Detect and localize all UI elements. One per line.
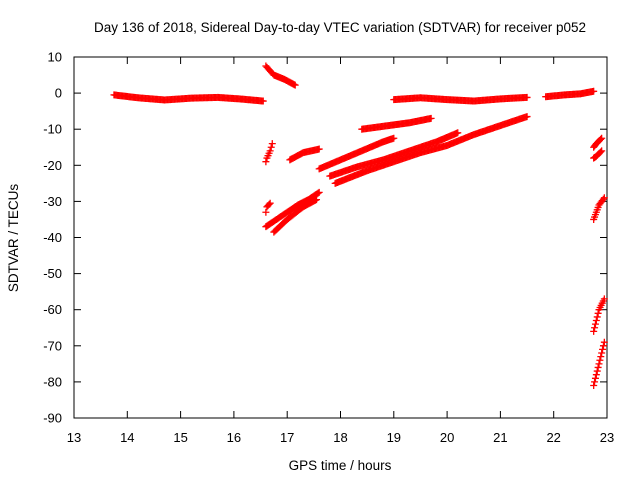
- y-axis-tick-labels: 10 0 -10 -20 -30 -40 -50 -60 -70 -80 -90: [43, 50, 62, 426]
- data-point: [591, 374, 599, 382]
- x-tick-label: 19: [387, 430, 401, 445]
- data-point: [591, 378, 599, 386]
- data-point: [597, 148, 605, 156]
- y-tick-label: -50: [43, 266, 62, 281]
- data-point: [595, 360, 603, 368]
- data-point: [590, 382, 598, 390]
- chart-title: Day 136 of 2018, Sidereal Day-to-day VTE…: [94, 20, 586, 35]
- x-tick-label: 23: [600, 430, 614, 445]
- data-point: [315, 145, 323, 153]
- data-point: [593, 367, 601, 375]
- data-point: [262, 158, 270, 166]
- data-point: [600, 295, 608, 303]
- data-point: [267, 143, 275, 151]
- data-point: [596, 356, 604, 364]
- data-point: [523, 113, 531, 121]
- data-point: [590, 327, 598, 335]
- y-tick-label: -40: [43, 230, 62, 245]
- data-point: [599, 345, 607, 353]
- data-point: [266, 199, 274, 207]
- plot-frame: [73, 56, 608, 419]
- x-tick-label: 18: [333, 430, 347, 445]
- data-point: [315, 188, 323, 196]
- data-point: [597, 353, 605, 361]
- y-tick-label: -90: [43, 411, 62, 426]
- data-point: [599, 342, 607, 350]
- data-point: [594, 309, 602, 317]
- data-point: [600, 338, 608, 346]
- data-point: [592, 371, 600, 379]
- x-tick-label: 14: [120, 430, 134, 445]
- data-point: [268, 140, 276, 148]
- x-tick-label: 13: [67, 430, 81, 445]
- data-point: [598, 134, 606, 142]
- data-point: [313, 196, 321, 204]
- data-point: [599, 195, 607, 203]
- y-tick-label: -10: [43, 122, 62, 137]
- data-point: [259, 97, 267, 105]
- data-point: [265, 200, 273, 208]
- data-point: [590, 87, 598, 95]
- data-point: [390, 134, 398, 142]
- data-point: [314, 189, 322, 197]
- y-tick-label: -30: [43, 194, 62, 209]
- data-point: [593, 313, 601, 321]
- x-tick-label: 17: [280, 430, 294, 445]
- data-point: [427, 114, 435, 122]
- x-axis-tick-labels: 13 14 15 16 17 18 19 20 21 22 23: [67, 430, 614, 445]
- y-tick-label: -20: [43, 158, 62, 173]
- x-tick-label: 20: [440, 430, 454, 445]
- data-point: [454, 129, 462, 137]
- data-point: [598, 147, 606, 155]
- y-tick-label: -70: [43, 338, 62, 353]
- x-axis-label: GPS time / hours: [289, 458, 392, 473]
- x-axis-ticks: [73, 57, 608, 418]
- data-point: [266, 147, 274, 155]
- data-point: [262, 208, 270, 216]
- y-tick-label: 0: [55, 86, 62, 101]
- y-tick-label: -80: [43, 374, 62, 389]
- data-point: [597, 135, 605, 143]
- y-tick-label: -60: [43, 302, 62, 317]
- data-point: [591, 320, 599, 328]
- data-point: [594, 363, 602, 371]
- data-point: [592, 317, 600, 325]
- x-tick-label: 15: [173, 430, 187, 445]
- x-tick-label: 21: [493, 430, 507, 445]
- data-point: [600, 194, 608, 202]
- y-tick-label: 10: [48, 50, 62, 65]
- data-point: [291, 81, 299, 89]
- data-points: [110, 62, 608, 390]
- data-point: [598, 349, 606, 357]
- y-axis-label: SDTVAR / TECUs: [6, 184, 21, 293]
- data-point: [523, 93, 531, 101]
- data-point: [591, 324, 599, 332]
- y-axis-ticks: [74, 56, 607, 419]
- x-tick-label: 16: [227, 430, 241, 445]
- x-tick-label: 22: [546, 430, 560, 445]
